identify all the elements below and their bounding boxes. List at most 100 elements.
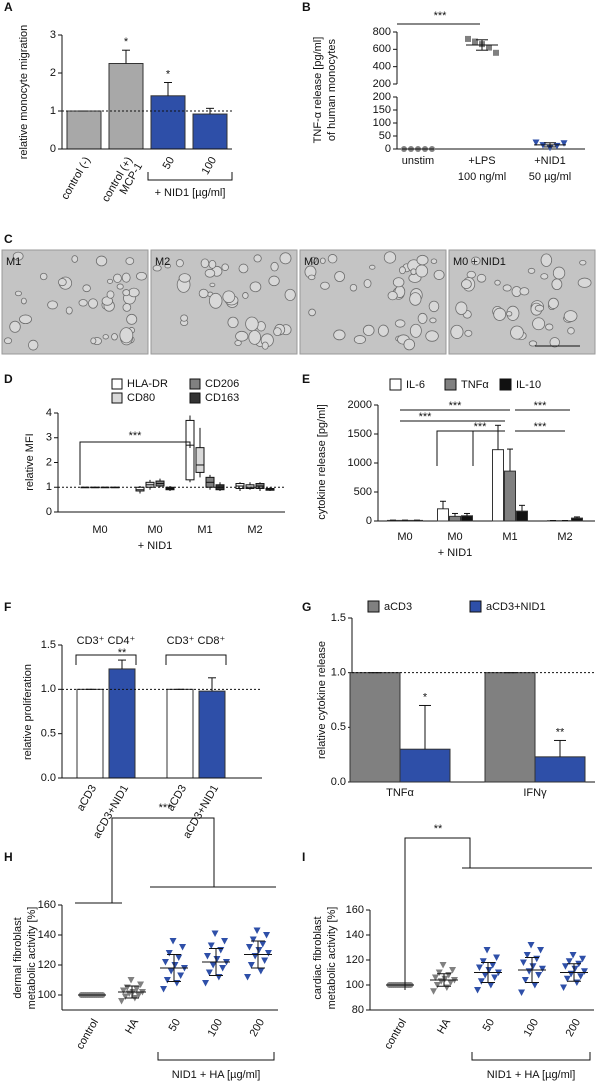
cell — [234, 340, 242, 346]
data-point — [477, 978, 485, 985]
data-point — [481, 972, 489, 979]
legend-label: IL-6 — [406, 379, 425, 391]
x-tick-label: control — [382, 1017, 409, 1052]
x-tick-detail: 50 µg/ml — [529, 171, 571, 183]
cell — [548, 297, 559, 309]
cell — [248, 329, 261, 345]
cell — [527, 267, 536, 274]
box — [195, 447, 205, 473]
data-point — [263, 932, 271, 939]
y-tick-label: 140 — [38, 929, 56, 941]
data-point — [255, 947, 263, 954]
legend-swatch — [499, 378, 512, 391]
cell — [273, 327, 282, 337]
box — [135, 486, 145, 492]
cell — [227, 316, 239, 329]
y-tick-label: 800 — [373, 26, 391, 38]
data-point — [219, 965, 227, 972]
data-point — [577, 973, 585, 980]
significance: * — [124, 36, 129, 48]
cell — [208, 260, 217, 269]
data-point — [560, 140, 568, 147]
legend-label: IL-10 — [516, 379, 541, 391]
legend-label: HLA-DR — [127, 378, 168, 390]
x-tick-label: control — [74, 1017, 101, 1052]
cell — [238, 263, 249, 274]
data-point — [205, 969, 213, 976]
cell — [534, 304, 545, 312]
bracket — [79, 441, 191, 485]
cell — [95, 255, 108, 267]
y-tick-label: 200 — [373, 78, 391, 90]
cell — [107, 278, 113, 284]
data-point — [247, 962, 255, 969]
y-tick-label: 2000 — [348, 399, 372, 411]
cell — [320, 281, 330, 290]
cell — [577, 277, 592, 288]
data-point — [560, 984, 568, 991]
y-tick-label: 3 — [50, 29, 56, 41]
cell — [235, 330, 249, 342]
x-tick-label: M0 — [147, 524, 162, 536]
data-point — [133, 986, 141, 993]
data-point — [171, 962, 179, 969]
data-point — [580, 968, 588, 975]
bar — [76, 688, 104, 779]
y-tick-label: 120 — [346, 954, 364, 966]
x-tick-label: unstim — [402, 155, 434, 167]
cell — [178, 273, 191, 283]
x-tick-label: +LPS — [468, 155, 495, 167]
cell — [410, 268, 417, 276]
data-point — [518, 989, 526, 996]
data-point — [127, 977, 135, 984]
y-tick-label: 1000 — [348, 457, 372, 469]
data-point — [546, 144, 554, 152]
cell — [14, 290, 22, 297]
significance: ** — [556, 726, 565, 738]
data-point — [433, 982, 441, 989]
data-point — [179, 944, 187, 951]
image-label: M0 + NID1 — [453, 256, 506, 268]
cell — [19, 314, 32, 325]
legend-swatch — [189, 392, 201, 404]
cell — [519, 287, 530, 296]
data-point — [539, 142, 547, 149]
significance: * — [166, 68, 171, 80]
data-point — [135, 992, 143, 999]
panel-label: F — [4, 600, 11, 614]
x-tick-label: M0 — [447, 531, 462, 543]
cell — [164, 263, 171, 269]
data-point — [521, 977, 529, 984]
data-point — [527, 942, 535, 949]
cell — [334, 271, 346, 282]
cell — [102, 334, 109, 340]
x-tick-label: 100 — [206, 1017, 226, 1039]
cell — [430, 258, 438, 264]
cell — [510, 325, 524, 340]
x-tick-label: TNFα — [386, 787, 414, 799]
cell — [470, 256, 481, 266]
y-tick-label: 500 — [354, 486, 372, 498]
cell — [429, 317, 437, 324]
cell — [261, 341, 269, 350]
significance: *** — [159, 802, 173, 814]
data-point — [245, 944, 253, 951]
cell — [90, 337, 97, 345]
panel-label: E — [302, 372, 310, 386]
cell — [111, 333, 118, 341]
y-axis-label: TNF-α release [pg/ml] — [312, 37, 324, 144]
group-label: NID1 + HA [µg/ml] — [172, 1069, 261, 1081]
cell — [353, 335, 366, 344]
data-point — [537, 947, 545, 954]
panel-label: B — [302, 0, 311, 14]
x-tick-label: IFNγ — [523, 787, 547, 799]
significance: *** — [534, 421, 548, 433]
y-tick-label: 100 — [373, 117, 391, 129]
x-tick-label: 50 — [481, 1017, 498, 1034]
cell — [369, 264, 376, 270]
x-tick-label: control (-) — [59, 155, 93, 202]
y-axis-label: cardiac fibroblast — [312, 916, 324, 999]
image-label: M0 — [304, 256, 319, 268]
data-point — [441, 975, 449, 983]
bar — [192, 113, 228, 150]
